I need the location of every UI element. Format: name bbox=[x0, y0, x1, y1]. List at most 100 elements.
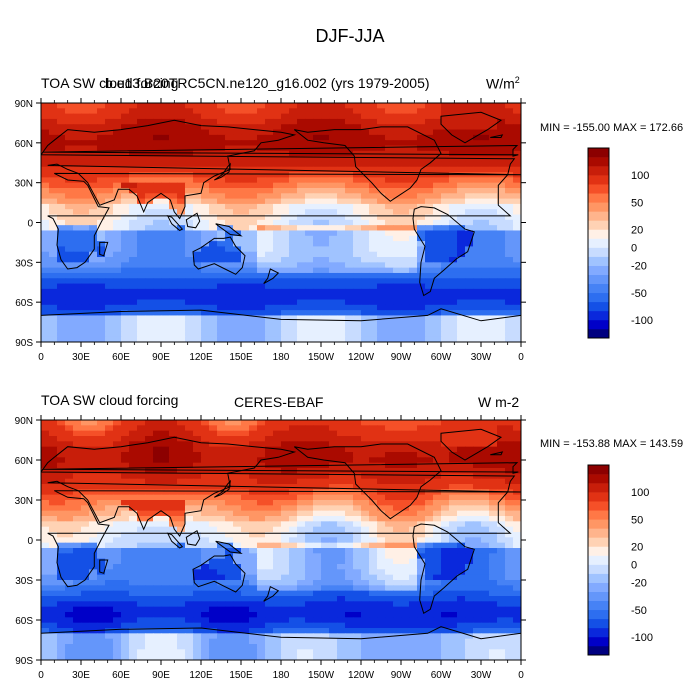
field-cell bbox=[89, 590, 98, 597]
field-cell bbox=[489, 267, 498, 274]
field-cell bbox=[193, 336, 202, 342]
field-cell bbox=[377, 246, 386, 253]
field-cell bbox=[169, 241, 178, 247]
field-cell bbox=[353, 505, 362, 512]
field-cell bbox=[97, 124, 106, 131]
field-cell bbox=[385, 118, 394, 125]
field-cell bbox=[153, 134, 162, 141]
field-cell bbox=[385, 574, 394, 581]
field-cell bbox=[473, 182, 482, 189]
field-cell bbox=[73, 134, 82, 141]
field-cell bbox=[377, 241, 386, 247]
field-cell bbox=[177, 203, 186, 210]
field-cell bbox=[401, 601, 410, 608]
field-cell bbox=[513, 585, 521, 592]
field-cell bbox=[65, 209, 74, 216]
field-cell bbox=[49, 134, 58, 141]
field-cell bbox=[257, 156, 266, 163]
field-cell bbox=[257, 108, 266, 115]
field-cell bbox=[465, 537, 474, 544]
field-cell bbox=[281, 262, 290, 269]
field-cell bbox=[505, 193, 514, 200]
field-cell bbox=[513, 118, 521, 125]
field-cell bbox=[337, 569, 346, 576]
field-cell bbox=[145, 140, 154, 147]
field-cell bbox=[65, 288, 74, 295]
field-cell bbox=[441, 241, 450, 247]
field-cell bbox=[41, 542, 50, 549]
field-cell bbox=[465, 320, 474, 327]
field-cell bbox=[393, 452, 402, 458]
field-cell bbox=[369, 336, 378, 342]
field-cell bbox=[505, 569, 514, 576]
field-cell bbox=[401, 203, 410, 210]
field-cell bbox=[449, 310, 458, 317]
field-cell bbox=[169, 257, 178, 263]
field-cell bbox=[153, 267, 162, 274]
field-cell bbox=[297, 267, 306, 274]
field-cell bbox=[497, 267, 506, 274]
field-cell bbox=[377, 145, 386, 152]
field-cell bbox=[129, 299, 138, 306]
field-cell bbox=[297, 336, 306, 342]
field-cell bbox=[161, 294, 170, 301]
field-cell bbox=[137, 161, 146, 168]
field-cell bbox=[137, 326, 146, 332]
field-cell bbox=[201, 494, 210, 501]
field-cell bbox=[217, 336, 226, 342]
field-cell bbox=[145, 203, 154, 210]
field-cell bbox=[337, 278, 346, 285]
field-cell bbox=[425, 420, 434, 426]
field-cell bbox=[185, 156, 194, 163]
colorbar-box bbox=[588, 211, 609, 221]
field-cell bbox=[289, 553, 298, 560]
field-cell bbox=[337, 129, 346, 136]
field-cell bbox=[497, 521, 506, 528]
field-cell bbox=[513, 129, 521, 136]
field-cell bbox=[449, 124, 458, 131]
field-cell bbox=[57, 537, 66, 544]
field-cell bbox=[209, 251, 218, 258]
field-cell bbox=[49, 436, 58, 442]
field-cell bbox=[433, 156, 442, 163]
field-cell bbox=[489, 596, 498, 602]
field-cell bbox=[289, 288, 298, 295]
field-cell bbox=[81, 193, 90, 200]
field-cell bbox=[49, 198, 58, 205]
field-cell bbox=[97, 299, 106, 306]
field-cell bbox=[49, 246, 58, 253]
field-cell bbox=[409, 326, 418, 332]
field-cell bbox=[201, 532, 210, 538]
field-cell bbox=[41, 272, 50, 279]
field-cell bbox=[209, 113, 218, 120]
field-cell bbox=[377, 494, 386, 501]
field-cell bbox=[401, 251, 410, 258]
field-cell bbox=[209, 198, 218, 205]
field-cell bbox=[193, 585, 202, 592]
field-cell bbox=[89, 494, 98, 501]
field-cell bbox=[505, 441, 514, 448]
field-cell bbox=[433, 251, 442, 258]
field-cell bbox=[129, 235, 138, 242]
field-cell bbox=[433, 494, 442, 501]
field-cell bbox=[321, 420, 330, 426]
field-cell bbox=[169, 336, 178, 342]
field-cell bbox=[129, 198, 138, 205]
field-cell bbox=[65, 585, 74, 592]
field-cell bbox=[81, 283, 90, 290]
field-cell bbox=[97, 500, 106, 506]
field-cell bbox=[233, 425, 242, 432]
field-cell bbox=[281, 500, 290, 506]
field-cell bbox=[281, 558, 290, 565]
field-cell bbox=[281, 494, 290, 501]
field-cell bbox=[193, 156, 202, 163]
field-cell bbox=[337, 336, 346, 342]
field-cell bbox=[185, 548, 194, 554]
field-cell bbox=[449, 187, 458, 194]
field-cell bbox=[449, 182, 458, 189]
field-cell bbox=[481, 230, 490, 237]
field-cell bbox=[241, 198, 250, 205]
field-cell bbox=[113, 462, 122, 469]
field-cell bbox=[89, 198, 98, 205]
field-cell bbox=[153, 484, 162, 490]
